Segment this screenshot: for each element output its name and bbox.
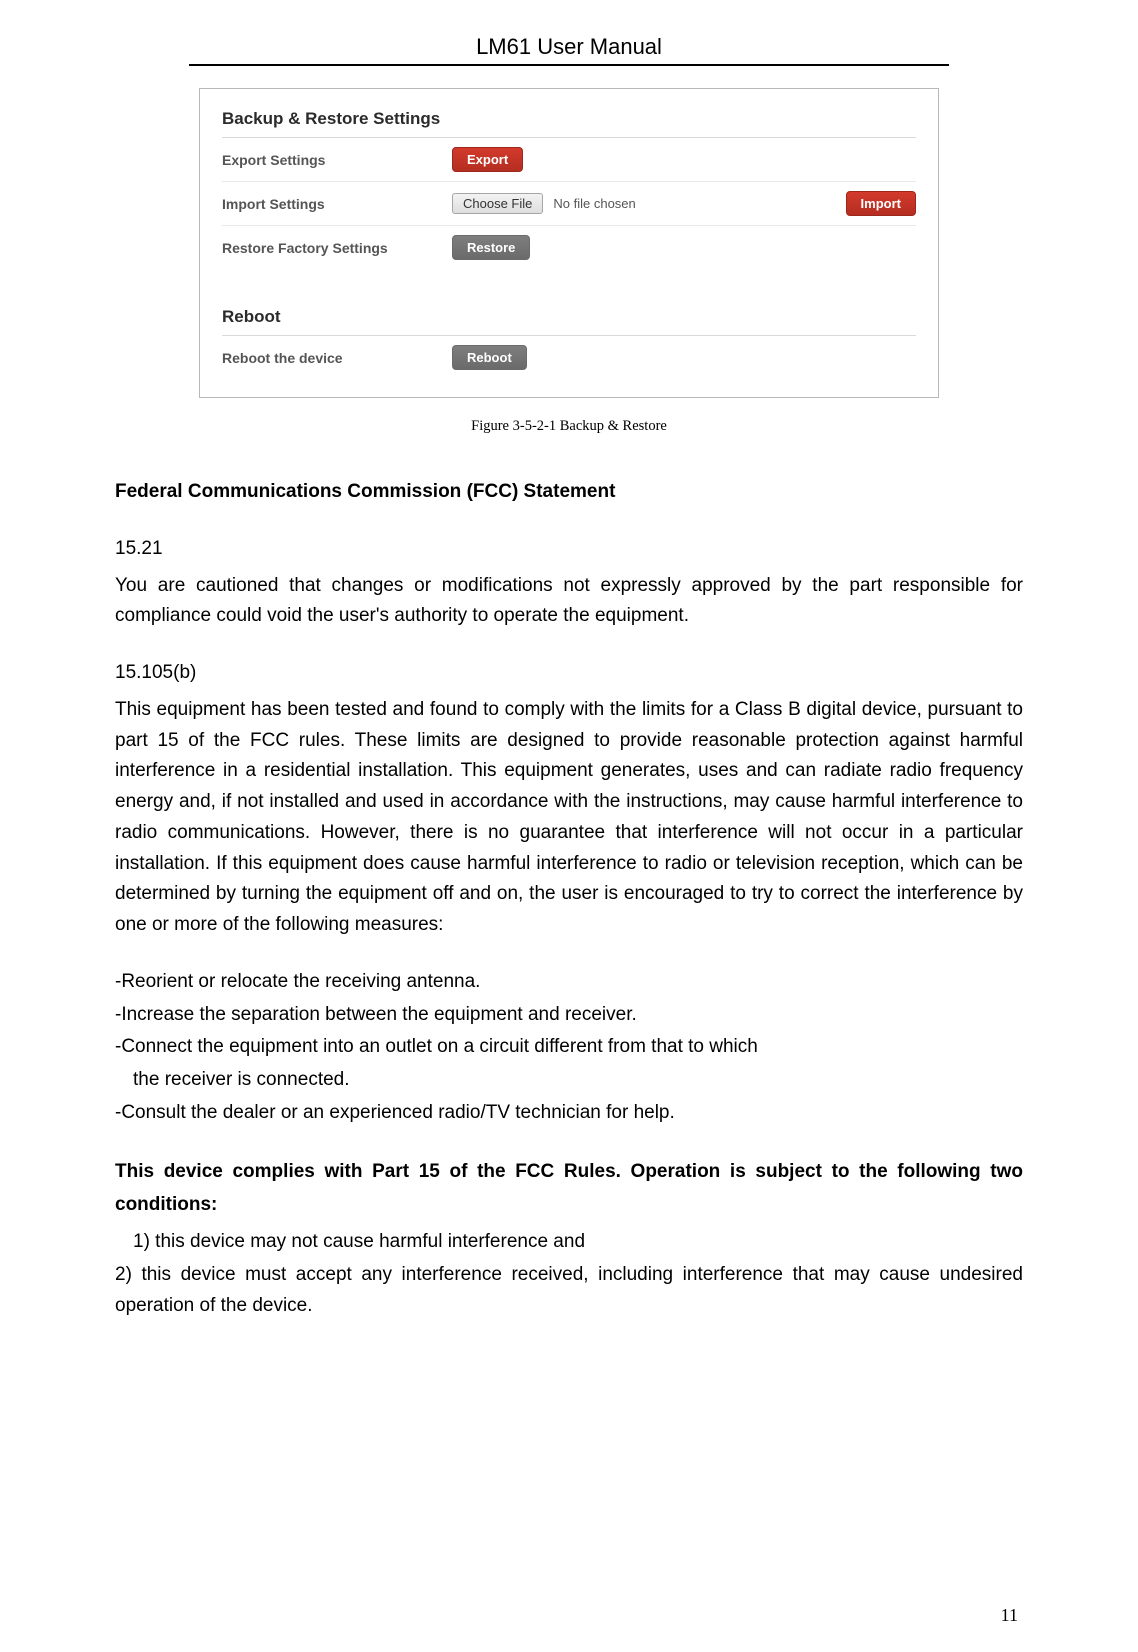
reboot-button[interactable]: Reboot — [452, 345, 527, 370]
measure-consult: -Consult the dealer or an experienced ra… — [115, 1098, 1023, 1129]
file-chosen-status: No file chosen — [553, 196, 837, 211]
choose-file-button[interactable]: Choose File — [452, 193, 543, 214]
measure-connect-line1: -Connect the equipment into an outlet on… — [115, 1032, 1023, 1063]
fcc-15105b-number: 15.105(b) — [115, 658, 1023, 689]
measure-separation: -Increase the separation between the equ… — [115, 1000, 1023, 1031]
compliance-heading: This device complies with Part 15 of the… — [115, 1155, 1023, 1222]
condition-2: 2) this device must accept any interfere… — [115, 1260, 1023, 1322]
import-button[interactable]: Import — [846, 191, 916, 216]
restore-factory-label: Restore Factory Settings — [222, 240, 452, 256]
export-settings-row: Export Settings Export — [222, 138, 916, 182]
reboot-device-label: Reboot the device — [222, 350, 452, 366]
fcc-heading: Federal Communications Commission (FCC) … — [115, 477, 1023, 508]
import-settings-label: Import Settings — [222, 196, 452, 212]
backup-restore-section-title: Backup & Restore Settings — [222, 99, 916, 138]
reboot-section-title: Reboot — [222, 297, 916, 336]
fcc-15105b-para: This equipment has been tested and found… — [115, 695, 1023, 941]
export-settings-label: Export Settings — [222, 152, 452, 168]
settings-screenshot: Backup & Restore Settings Export Setting… — [199, 88, 939, 398]
fcc-1521-number: 15.21 — [115, 534, 1023, 565]
restore-factory-row: Restore Factory Settings Restore — [222, 226, 916, 269]
measure-reorient: -Reorient or relocate the receiving ante… — [115, 967, 1023, 998]
fcc-1521-para: You are cautioned that changes or modifi… — [115, 571, 1023, 633]
figure-caption: Figure 3-5-2-1 Backup & Restore — [115, 418, 1023, 435]
condition-1: 1) this device may not cause harmful int… — [115, 1227, 1023, 1258]
page-header-title: LM61 User Manual — [189, 34, 949, 66]
measure-connect-line2: the receiver is connected. — [115, 1065, 1023, 1096]
restore-button[interactable]: Restore — [452, 235, 530, 260]
import-settings-row: Import Settings Choose File No file chos… — [222, 182, 916, 226]
export-button[interactable]: Export — [452, 147, 523, 172]
reboot-row: Reboot the device Reboot — [222, 336, 916, 379]
page-number: 11 — [1001, 1605, 1018, 1626]
